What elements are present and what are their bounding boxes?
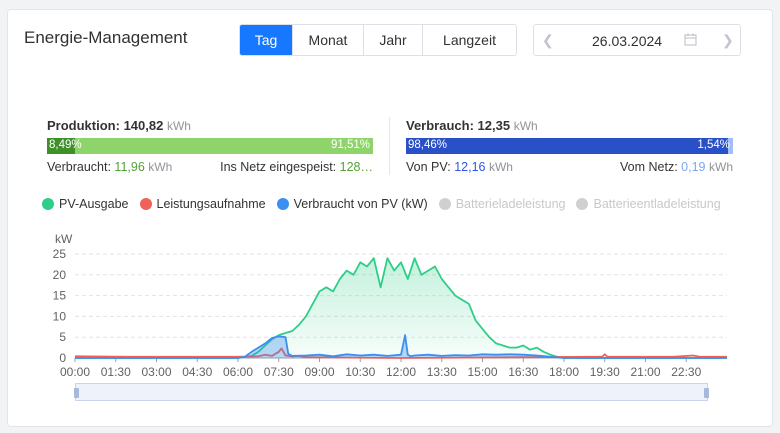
from-grid-unit: kWh [709, 160, 733, 174]
legend-label: Leistungsaufnahme [156, 197, 266, 211]
legend-battery-charge[interactable]: Batterieladeleistung [438, 197, 566, 211]
production-header: Produktion: 140,82 kWh [47, 118, 373, 133]
legend-label: Verbraucht von PV (kW) [293, 197, 428, 211]
x-tick-label: 10:30 [345, 365, 375, 379]
consumption-header: Verbrauch: 12,35 kWh [406, 118, 733, 133]
tab-day[interactable]: Tag [240, 25, 292, 55]
legend-pv-output[interactable]: PV-Ausgabe [42, 197, 129, 211]
from-pv-label: Von PV: [406, 160, 451, 174]
production-bar-left-pct: 8,49% [49, 139, 82, 151]
y-tick-label: 10 [53, 309, 67, 323]
legend-power-input[interactable]: Leistungsaufnahme [139, 197, 266, 211]
y-tick-label: 25 [53, 247, 67, 261]
consumption-pv-segment [406, 138, 728, 154]
tab-longterm[interactable]: Langzeit [422, 25, 516, 55]
consumption-label: Verbrauch: [406, 118, 474, 133]
y-tick-label: 15 [53, 289, 67, 303]
y-tick-label: 5 [59, 330, 66, 344]
production-value: 140,82 [123, 118, 164, 133]
legend-consumed-from-pv[interactable]: Verbraucht von PV (kW) [276, 197, 428, 211]
production-self-segment [47, 138, 75, 154]
x-tick-label: 06:00 [223, 365, 253, 379]
tab-month[interactable]: Monat [292, 25, 363, 55]
x-tick-label: 15:00 [467, 365, 497, 379]
x-tick-label: 01:30 [101, 365, 131, 379]
consumed-label: Verbraucht: [47, 160, 111, 174]
x-tick-label: 22:30 [671, 365, 701, 379]
from-grid-label: Vom Netz: [620, 160, 678, 174]
production-details: Verbraucht: 11,96 kWh Ins Netz eingespei… [47, 160, 373, 176]
consumed-value: 11,96 [114, 160, 145, 174]
pv-output-area [75, 258, 727, 358]
zoom-handle-right[interactable] [704, 388, 709, 398]
x-tick-label: 18:00 [549, 365, 579, 379]
consumption-bar-left-pct: 98,46% [408, 139, 448, 151]
panel-divider [389, 117, 390, 175]
chevron-right-icon[interactable]: ❯ [722, 32, 734, 48]
pv-output-line [75, 257, 727, 359]
legend-dot [42, 198, 54, 210]
consumption-value: 12,35 [477, 118, 511, 133]
calendar-icon[interactable] [684, 33, 697, 49]
y-axis-label: kW [55, 232, 73, 246]
legend-dot [576, 198, 589, 210]
consumption-bar-right-pct: 1,54% [697, 139, 730, 151]
fed-in-label: Ins Netz eingespeist: [220, 160, 337, 174]
x-tick-label: 21:00 [630, 365, 660, 379]
date-value: 26.03.2024 [592, 33, 663, 49]
zoom-handle-left[interactable] [74, 388, 79, 398]
fed-in-value: 128… [339, 160, 373, 174]
legend-battery-discharge[interactable]: Batterieentladeleistung [576, 197, 721, 211]
consumed-from-pv-line [75, 334, 727, 359]
production-bar: 8,49% 91,51% [47, 138, 373, 154]
from-pv-unit: kWh [488, 160, 513, 174]
tab-year[interactable]: Jahr [363, 25, 422, 55]
legend-label: Batterieentladeleistung [593, 197, 721, 211]
consumed-unit: kWh [148, 160, 173, 174]
from-grid-value: 0,19 [681, 160, 706, 174]
production-bar-right-pct: 91,51% [330, 139, 370, 151]
x-tick-label: 19:30 [590, 365, 620, 379]
production-unit: kWh [166, 119, 191, 133]
legend-label: PV-Ausgabe [59, 197, 129, 211]
production-label: Produktion: [47, 118, 120, 133]
legend-dot [276, 198, 289, 210]
production-panel: Produktion: 140,82 kWh 8,49% 91,51% Verb… [47, 118, 373, 176]
legend-dot [438, 198, 451, 210]
x-tick-label: 04:30 [182, 365, 212, 379]
period-tabs: Tag Monat Jahr Langzeit [239, 24, 517, 56]
consumption-details: Von PV: 12,16 kWh Vom Netz: 0,19 kWh [406, 160, 733, 176]
consumption-bar: 98,46% 1,54% [406, 138, 733, 154]
y-tick-label: 0 [59, 351, 66, 365]
zoom-slider[interactable] [74, 383, 709, 401]
x-tick-label: 00:00 [60, 365, 90, 379]
y-tick-label: 20 [53, 268, 67, 282]
legend-label: Batterieladeleistung [455, 197, 566, 211]
x-tick-label: 07:30 [264, 365, 294, 379]
consumption-unit: kWh [513, 119, 538, 133]
x-tick-label: 03:00 [141, 365, 171, 379]
chart-legend: PV-Ausgabe Leistungsaufnahme Verbraucht … [42, 197, 732, 211]
x-tick-label: 12:00 [386, 365, 416, 379]
chevron-left-icon[interactable]: ❮ [542, 32, 554, 48]
page-title: Energie-Management [24, 28, 188, 47]
x-tick-label: 13:30 [427, 365, 457, 379]
date-picker[interactable]: ❮ 26.03.2024 ❯ [533, 24, 741, 56]
legend-dot [139, 198, 152, 210]
x-tick-label: 16:30 [508, 365, 538, 379]
consumption-panel: Verbrauch: 12,35 kWh 98,46% 1,54% Von PV… [406, 118, 733, 176]
from-pv-value: 12,16 [454, 160, 486, 174]
x-tick-label: 09:00 [304, 365, 334, 379]
